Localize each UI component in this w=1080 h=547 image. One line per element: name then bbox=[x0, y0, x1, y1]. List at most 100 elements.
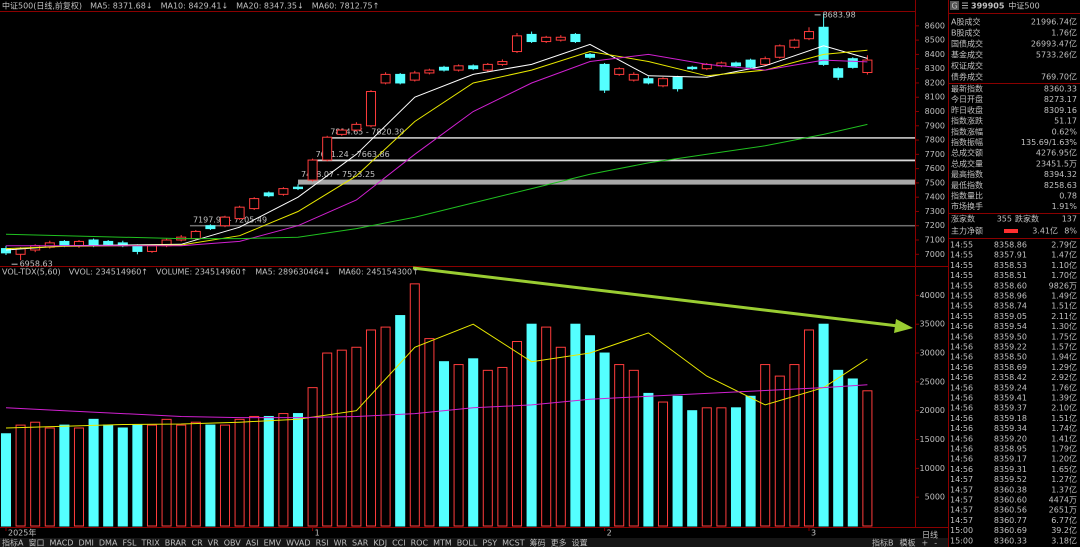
volume-bar bbox=[818, 323, 829, 527]
toolbar-item[interactable]: MACD bbox=[49, 539, 73, 547]
trade-volume: 1.79亿 bbox=[1051, 444, 1077, 454]
stat-label: 最新指数 bbox=[951, 84, 983, 94]
trade-price: 8359.24 bbox=[994, 383, 1027, 392]
toolbar-item[interactable]: KDJ bbox=[373, 539, 387, 547]
volume-bar bbox=[292, 413, 304, 527]
trade-time: 14:56 bbox=[950, 445, 973, 454]
trade-time: 14:55 bbox=[950, 261, 973, 270]
flow-value: 3.41亿 bbox=[1032, 226, 1058, 236]
toolbar-item[interactable]: ASI bbox=[246, 539, 259, 547]
y-tick-label: 8300 bbox=[925, 64, 945, 73]
candle-body bbox=[657, 78, 669, 87]
breadth-up: 355 bbox=[997, 215, 1012, 224]
toolbar-item[interactable]: 筹码 bbox=[530, 538, 546, 547]
volume-bar bbox=[132, 424, 143, 527]
toolbar-item[interactable]: 模板 bbox=[900, 538, 916, 547]
y-tick-label: 7400 bbox=[925, 193, 945, 202]
trade-volume: 2.10亿 bbox=[1051, 403, 1077, 413]
toolbar-item[interactable]: TRIX bbox=[140, 539, 160, 547]
stat-value: 8394.32 bbox=[1044, 170, 1077, 179]
trade-volume: 1.57亿 bbox=[1051, 342, 1077, 352]
trade-volume: 1.20亿 bbox=[1051, 454, 1077, 464]
trade-price: 8360.69 bbox=[994, 526, 1027, 535]
toolbar-item[interactable]: SAR bbox=[352, 539, 369, 547]
toolbar-item[interactable]: VR bbox=[208, 539, 219, 547]
ma-line bbox=[5, 323, 868, 429]
toolbar-item[interactable]: CR bbox=[192, 539, 204, 547]
toolbar-item[interactable]: BRAR bbox=[165, 539, 187, 547]
volume-bar bbox=[190, 421, 201, 527]
legend-entry: VOLUME: 234514960↑ bbox=[156, 268, 247, 277]
volume-bar bbox=[584, 335, 596, 527]
toolbar-item[interactable]: WR bbox=[334, 539, 348, 547]
toolbar-item[interactable]: RSI bbox=[316, 539, 329, 547]
trade-volume: 1.30亿 bbox=[1051, 321, 1077, 331]
trade-price: 8358.96 bbox=[994, 292, 1027, 301]
volume-bar bbox=[555, 346, 566, 527]
trade-time: 14:56 bbox=[950, 465, 973, 474]
toolbar-item[interactable]: DMA bbox=[99, 539, 118, 547]
volume-bar bbox=[176, 424, 187, 527]
toolbar-item[interactable]: DMI bbox=[78, 539, 93, 547]
volume-bar bbox=[438, 361, 450, 527]
volume-bar bbox=[789, 364, 800, 527]
toolbar-item[interactable]: PSY bbox=[482, 539, 497, 547]
gap-zone bbox=[297, 179, 916, 185]
volume-bar bbox=[44, 427, 55, 527]
volume-bar bbox=[643, 392, 654, 527]
y-tick-label: 8200 bbox=[925, 78, 945, 87]
volume-bar bbox=[541, 326, 552, 527]
toolbar-item[interactable]: 指标B bbox=[872, 538, 894, 547]
toolbar-item[interactable]: 设置 bbox=[572, 538, 588, 547]
volume-bar bbox=[205, 424, 216, 527]
row-value: 1.76亿 bbox=[1051, 28, 1077, 38]
toolbar-item[interactable]: MTM bbox=[433, 539, 452, 547]
volume-bar bbox=[0, 433, 12, 527]
toolbar-item[interactable]: ROC bbox=[411, 539, 429, 547]
candle-body bbox=[307, 159, 318, 181]
candle-body bbox=[847, 58, 858, 68]
toolbar-item[interactable]: CCI bbox=[392, 539, 406, 547]
toolbar-item[interactable]: - bbox=[934, 539, 937, 547]
toolbar-item[interactable]: MCST bbox=[502, 539, 525, 547]
stat-label: 总成交额 bbox=[951, 148, 983, 158]
toolbar-item[interactable]: 指标A bbox=[2, 538, 24, 547]
volume-bar bbox=[526, 323, 537, 527]
period-tab[interactable]: 日线 bbox=[922, 530, 938, 540]
trade-volume: 1.37亿 bbox=[1051, 484, 1077, 494]
toolbar-item[interactable]: 窗口 bbox=[28, 538, 44, 547]
toolbar-item[interactable]: + bbox=[922, 539, 929, 547]
toolbar-item[interactable]: BOLL bbox=[457, 539, 478, 547]
toolbar-item[interactable]: EMV bbox=[264, 539, 282, 547]
trade-price: 8359.54 bbox=[994, 322, 1027, 331]
trade-volume: 1.47亿 bbox=[1051, 250, 1077, 260]
trade-price: 8359.50 bbox=[994, 332, 1027, 341]
toolbar-item[interactable]: OBV bbox=[224, 539, 242, 547]
y-tick-label: 8500 bbox=[925, 36, 945, 45]
y-tick-label: 7000 bbox=[925, 250, 945, 259]
volume-bar bbox=[15, 424, 26, 527]
candle-body bbox=[584, 53, 596, 58]
trade-volume: 2651万 bbox=[1049, 506, 1077, 515]
row-label: 国债成交 bbox=[951, 39, 983, 49]
y-tick-label: 5000 bbox=[925, 493, 945, 502]
trade-time: 14:57 bbox=[950, 475, 973, 484]
trade-volume: 39.2亿 bbox=[1051, 525, 1077, 535]
volume-bar bbox=[701, 407, 712, 527]
toolbar-item[interactable]: 更多 bbox=[551, 538, 567, 547]
trade-volume: 1.70亿 bbox=[1051, 270, 1077, 280]
trade-price: 8359.05 bbox=[994, 312, 1027, 321]
candle-body bbox=[730, 62, 742, 67]
toolbar-item[interactable]: FSL bbox=[122, 539, 137, 547]
stat-value: 1.91% bbox=[1052, 202, 1078, 211]
y-tick-label: 20000 bbox=[920, 406, 945, 415]
trade-volume: 2.11亿 bbox=[1051, 311, 1077, 321]
trade-time: 14:55 bbox=[950, 312, 973, 321]
breadth-label: 跌家数 bbox=[1015, 214, 1039, 224]
y-tick-label: 8400 bbox=[925, 50, 945, 59]
legend-entry: MA60: 7812.75↑ bbox=[312, 2, 380, 11]
volume-bar bbox=[424, 338, 435, 527]
toolbar-item[interactable]: WVAD bbox=[286, 539, 311, 547]
row-label: A股成交 bbox=[951, 17, 980, 27]
